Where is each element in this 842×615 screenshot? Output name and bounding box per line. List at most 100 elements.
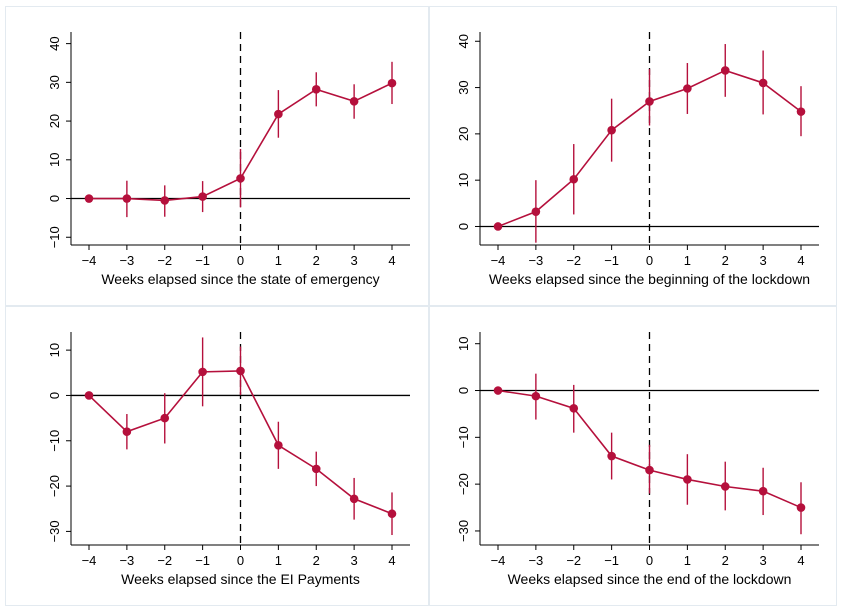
x-tick-label: 1 [684,253,691,268]
x-tick-label: 3 [760,553,767,568]
x-tick-label: 0 [237,553,244,568]
y-tick-label: −10 [47,430,62,452]
data-point [311,464,321,474]
x-tick-label: −3 [528,253,543,268]
data-point [493,222,503,231]
data-point [758,486,768,496]
x-tick-label: 4 [797,253,804,268]
data-point [607,125,616,135]
data-point [569,174,579,184]
y-tick-label: −10 [456,426,471,448]
x-tick-label: −2 [566,553,581,568]
x-tick-label: −1 [604,553,619,568]
data-point [311,85,321,94]
data-point [720,482,730,491]
y-tick-label: 10 [456,336,471,350]
y-tick-label: 0 [47,195,62,202]
data-point [236,174,245,183]
x-tick-label: 2 [313,253,320,268]
y-tick-label: −20 [47,475,62,497]
x-tick-label: 3 [351,553,358,568]
data-point [531,207,541,216]
x-axis-title: Weeks elapsed since the beginning of the… [489,271,810,287]
x-tick-label: −3 [528,553,543,568]
x-tick-label: 3 [760,253,767,268]
data-point [122,427,132,437]
data-point [493,386,503,395]
data-point [645,465,654,475]
y-tick-label: 10 [456,173,471,187]
x-tick-label: 2 [722,253,729,268]
x-tick-label: −2 [566,253,581,268]
data-point [236,366,245,376]
y-tick-label: 0 [456,387,471,394]
data-point [84,391,94,400]
y-tick-label: −30 [456,520,471,542]
data-point [796,107,806,116]
panel-ei-payments: −30 −20 −10 0 10 −4 −3 −2 −1 0 1 2 3 4 Weeks elapsed s… [5,306,429,606]
x-tick-label: −1 [195,553,210,568]
y-tick-label: 20 [456,127,471,141]
data-point [274,109,283,119]
x-tick-label: −4 [82,253,97,268]
y-tick-label: −10 [47,226,62,248]
data-point [198,367,207,377]
x-tick-label: −4 [82,553,97,568]
data-point [683,84,692,93]
x-tick-label: 4 [388,553,395,568]
data-point [607,451,616,461]
y-tick-label: 30 [47,75,62,89]
data-point [349,494,359,504]
data-point [683,475,692,484]
x-axis-title: Weeks elapsed since the EI Payments [121,571,360,587]
x-tick-label: −3 [119,253,134,268]
x-tick-label: 1 [275,253,282,268]
x-tick-label: 1 [275,553,282,568]
data-point [387,78,397,88]
panel-state-of-emergency: −10 0 10 20 30 40 −4 −3 −2 −1 0 1 2 3 4 Weeks elapsed s… [5,6,429,306]
x-axis-title: Weeks elapsed since the state of emergen… [101,271,379,287]
x-tick-label: −4 [491,553,506,568]
data-point [387,509,397,519]
data-point [198,192,207,201]
x-tick-label: 0 [646,253,653,268]
y-tick-label: 30 [456,80,471,94]
x-tick-label: 1 [684,553,691,568]
x-axis-title: Weeks elapsed since the end of the lockd… [508,571,792,587]
data-point [796,503,806,512]
chart-beginning-of-lockdown: 0 10 20 30 40 −4 −3 −2 −1 0 1 2 3 4 Weeks elapsed sinc… [456,32,819,287]
x-tick-label: 2 [722,553,729,568]
data-point [720,66,730,75]
y-tick-label: 40 [47,36,62,50]
data-point [531,391,541,401]
x-tick-label: −3 [119,553,134,568]
panel-beginning-of-lockdown: 0 10 20 30 40 −4 −3 −2 −1 0 1 2 3 4 Weeks elapsed sinc… [429,6,837,306]
y-tick-label: −20 [456,473,471,495]
x-tick-label: −1 [604,253,619,268]
x-tick-label: −1 [195,253,210,268]
data-point [160,413,170,423]
x-tick-label: −2 [157,253,172,268]
x-tick-label: −2 [157,553,172,568]
x-tick-label: 2 [313,553,320,568]
y-tick-label: 20 [47,114,62,128]
data-point [569,404,579,413]
y-tick-label: 40 [456,34,471,48]
data-point [84,194,94,203]
y-tick-label: −30 [47,520,62,542]
x-tick-label: 0 [646,553,653,568]
data-point [122,194,132,203]
x-tick-label: 3 [351,253,358,268]
y-tick-label: 0 [456,223,471,230]
panel-end-of-lockdown: −30 −20 −10 0 10 −4 −3 −2 −1 0 1 2 3 4 Weeks elapsed s… [429,306,837,606]
data-point [758,78,768,88]
data-point [349,97,359,106]
y-tick-label: 10 [47,343,62,357]
y-tick-label: 0 [47,392,62,399]
y-tick-label: 10 [47,153,62,167]
x-tick-label: −4 [491,253,506,268]
data-point [274,440,283,450]
